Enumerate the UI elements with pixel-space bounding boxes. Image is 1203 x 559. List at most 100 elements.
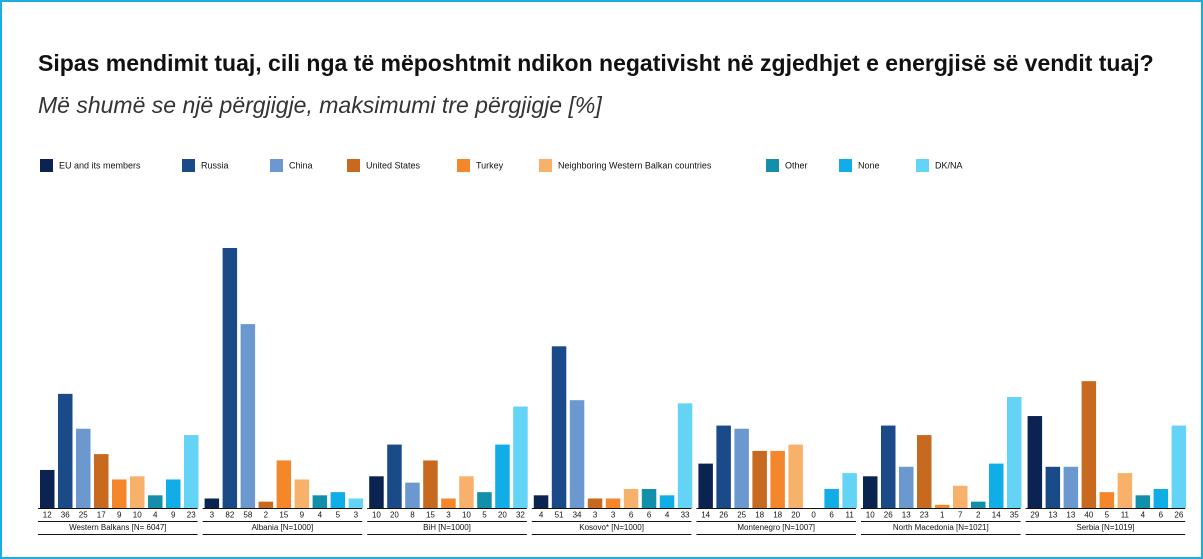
bar <box>513 406 528 508</box>
bar <box>348 498 364 508</box>
bar <box>387 444 402 508</box>
value-label: 5 <box>336 511 341 520</box>
bar <box>459 476 474 508</box>
bar <box>659 495 675 508</box>
legend-label: Other <box>785 160 808 170</box>
bar <box>204 498 220 508</box>
value-label: 9 <box>300 511 305 520</box>
value-label: 25 <box>737 511 746 520</box>
bar <box>312 495 328 508</box>
value-label: 35 <box>1010 511 1019 520</box>
value-label: 2 <box>264 511 269 520</box>
group-label: Western Balkans [N= 6047] <box>69 523 166 532</box>
value-label: 3 <box>611 511 616 520</box>
value-label: 23 <box>187 511 196 520</box>
chart-title: Sipas mendimit tuaj, cili nga të mëposht… <box>38 50 1154 76</box>
value-label: 11 <box>845 511 854 520</box>
value-label: 10 <box>372 511 381 520</box>
bar <box>605 498 621 508</box>
bar <box>770 450 785 508</box>
value-label: 32 <box>516 511 525 520</box>
value-label: 82 <box>225 511 234 520</box>
value-label: 8 <box>410 511 415 520</box>
bar <box>477 492 492 508</box>
bar <box>677 403 693 508</box>
legend-swatch <box>182 159 195 172</box>
value-label: 5 <box>482 511 487 520</box>
bar <box>130 476 145 508</box>
legend-swatch <box>457 159 470 172</box>
value-label: 20 <box>390 511 399 520</box>
legend-label: Turkey <box>476 160 504 170</box>
value-label: 4 <box>1141 511 1146 520</box>
bar <box>641 488 657 508</box>
value-label: 10 <box>866 511 875 520</box>
value-label: 18 <box>755 511 764 520</box>
value-label: 5 <box>1105 511 1110 520</box>
bar <box>1171 425 1187 508</box>
value-label: 11 <box>1121 511 1130 520</box>
value-label: 51 <box>555 511 564 520</box>
value-label: 3 <box>593 511 598 520</box>
bar <box>881 425 896 508</box>
bar <box>184 435 199 508</box>
value-label: 23 <box>920 511 929 520</box>
value-label: 0 <box>811 511 816 520</box>
value-label: 4 <box>153 511 158 520</box>
bar <box>1063 466 1079 508</box>
bar <box>1117 473 1133 508</box>
bar <box>716 425 731 508</box>
bar <box>330 492 346 508</box>
bar <box>863 476 878 508</box>
bar <box>1081 381 1097 508</box>
bar <box>369 476 384 508</box>
value-label: 6 <box>647 511 652 520</box>
value-label: 4 <box>665 511 670 520</box>
bar <box>40 469 55 508</box>
bar <box>148 495 163 508</box>
value-label: 26 <box>719 511 728 520</box>
value-label: 15 <box>279 511 288 520</box>
value-label: 20 <box>498 511 507 520</box>
heading: Sipas mendimit tuaj, cili nga të mëposht… <box>38 42 1168 126</box>
bar <box>752 450 767 508</box>
group-label: BiH [N=1000] <box>423 523 471 532</box>
bar <box>240 324 256 508</box>
bar <box>258 501 274 508</box>
value-label: 25 <box>79 511 88 520</box>
value-label: 14 <box>701 511 710 520</box>
legend-swatch <box>916 159 929 172</box>
value-label: 3 <box>446 511 451 520</box>
bar <box>824 488 839 508</box>
value-label: 40 <box>1084 511 1093 520</box>
bar <box>1135 495 1151 508</box>
value-label: 34 <box>573 511 582 520</box>
bar <box>222 248 238 508</box>
bar <box>405 482 420 508</box>
bar <box>587 498 603 508</box>
bar <box>58 393 73 508</box>
bar <box>569 400 585 508</box>
value-label: 6 <box>629 511 634 520</box>
legend-swatch <box>839 159 852 172</box>
value-label: 2 <box>976 511 981 520</box>
bar <box>112 479 127 508</box>
bar <box>734 428 749 508</box>
value-label: 18 <box>773 511 782 520</box>
bar <box>788 444 803 508</box>
value-label: 7 <box>958 511 963 520</box>
value-label: 15 <box>426 511 435 520</box>
bar <box>551 346 567 508</box>
value-label: 3 <box>354 511 359 520</box>
chart-subtitle: Më shumë se një përgjigje, maksimumi tre… <box>38 92 602 118</box>
legend-swatch <box>539 159 552 172</box>
value-label: 58 <box>243 511 252 520</box>
legend-label: Russia <box>201 160 229 170</box>
bar <box>441 498 456 508</box>
bar <box>935 504 950 508</box>
value-label: 36 <box>61 511 70 520</box>
legend-swatch <box>766 159 779 172</box>
legend-swatch <box>347 159 360 172</box>
